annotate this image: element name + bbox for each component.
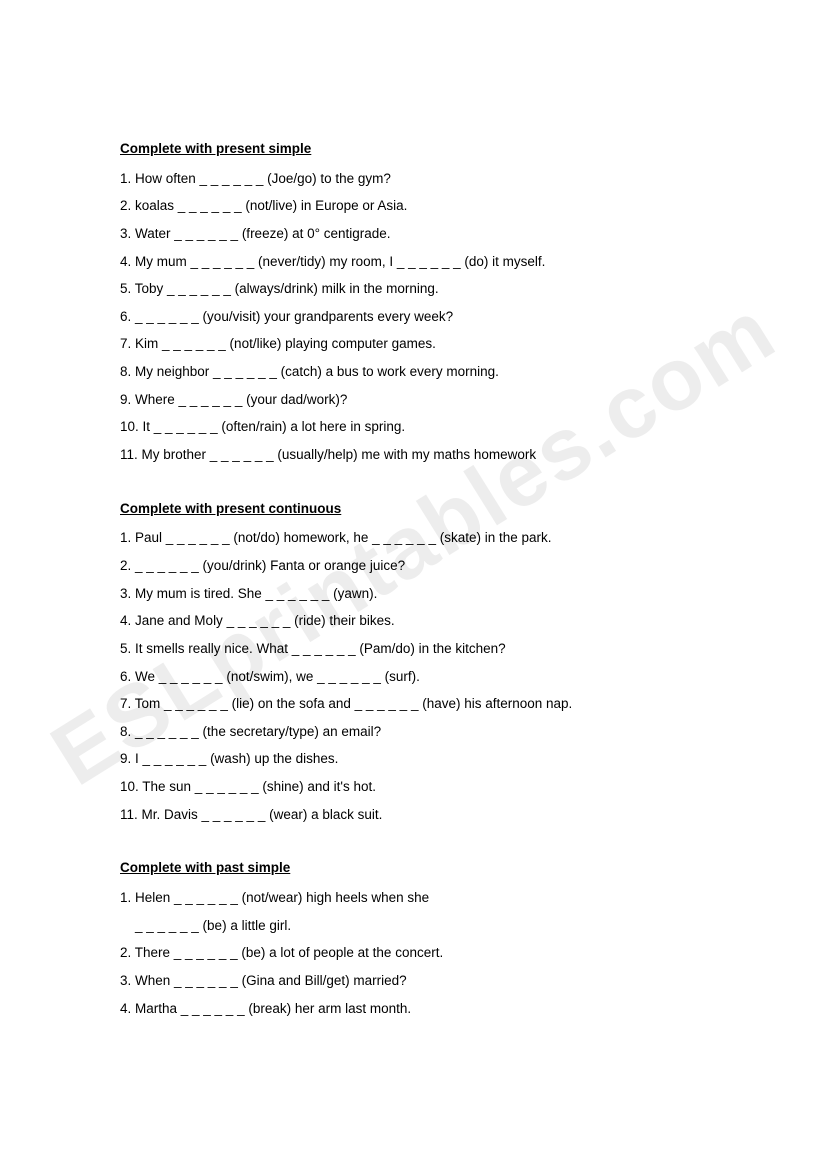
exercise-item: _ _ _ _ _ _ (be) a little girl. — [120, 913, 706, 939]
exercise-item: 4. My mum _ _ _ _ _ _ (never/tidy) my ro… — [120, 249, 706, 275]
exercise-item: 8. _ _ _ _ _ _ (the secretary/type) an e… — [120, 719, 706, 745]
exercise-item: 3. Water _ _ _ _ _ _ (freeze) at 0° cent… — [120, 221, 706, 247]
exercise-item: 3. When _ _ _ _ _ _ (Gina and Bill/get) … — [120, 968, 706, 994]
exercise-item: 3. My mum is tired. She _ _ _ _ _ _ (yaw… — [120, 581, 706, 607]
exercise-item: 10. The sun _ _ _ _ _ _ (shine) and it's… — [120, 774, 706, 800]
exercise-item: 11. My brother _ _ _ _ _ _ (usually/help… — [120, 442, 706, 468]
exercise-item: 2. _ _ _ _ _ _ (you/drink) Fanta or oran… — [120, 553, 706, 579]
exercise-item: 7. Kim _ _ _ _ _ _ (not/like) playing co… — [120, 331, 706, 357]
exercise-item: 1. Paul _ _ _ _ _ _ (not/do) homework, h… — [120, 525, 706, 551]
exercise-item: 1. How often _ _ _ _ _ _ (Joe/go) to the… — [120, 166, 706, 192]
exercise-item: 6. We _ _ _ _ _ _ (not/swim), we _ _ _ _… — [120, 664, 706, 690]
exercise-item: 4. Jane and Moly _ _ _ _ _ _ (ride) thei… — [120, 608, 706, 634]
exercise-item: 9. Where _ _ _ _ _ _ (your dad/work)? — [120, 387, 706, 413]
exercise-item: 2. There _ _ _ _ _ _ (be) a lot of peopl… — [120, 940, 706, 966]
exercise-item: 5. It smells really nice. What _ _ _ _ _… — [120, 636, 706, 662]
exercise-item: 11. Mr. Davis _ _ _ _ _ _ (wear) a black… — [120, 802, 706, 828]
section-title-past-simple: Complete with past simple — [120, 855, 706, 881]
section-title-present-continuous: Complete with present continuous — [120, 496, 706, 522]
exercise-item: 8. My neighbor _ _ _ _ _ _ (catch) a bus… — [120, 359, 706, 385]
exercise-item: 7. Tom _ _ _ _ _ _ (lie) on the sofa and… — [120, 691, 706, 717]
exercise-item: 9. I _ _ _ _ _ _ (wash) up the dishes. — [120, 746, 706, 772]
exercise-item: 6. _ _ _ _ _ _ (you/visit) your grandpar… — [120, 304, 706, 330]
exercise-item: 1. Helen _ _ _ _ _ _ (not/wear) high hee… — [120, 885, 706, 911]
section-title-present-simple: Complete with present simple — [120, 136, 706, 162]
worksheet-page: ESLprintables.com Complete with present … — [0, 0, 826, 1083]
exercise-item: 2. koalas _ _ _ _ _ _ (not/live) in Euro… — [120, 193, 706, 219]
exercise-item: 10. It _ _ _ _ _ _ (often/rain) a lot he… — [120, 414, 706, 440]
exercise-item: 5. Toby _ _ _ _ _ _ (always/drink) milk … — [120, 276, 706, 302]
exercise-item: 4. Martha _ _ _ _ _ _ (break) her arm la… — [120, 996, 706, 1022]
